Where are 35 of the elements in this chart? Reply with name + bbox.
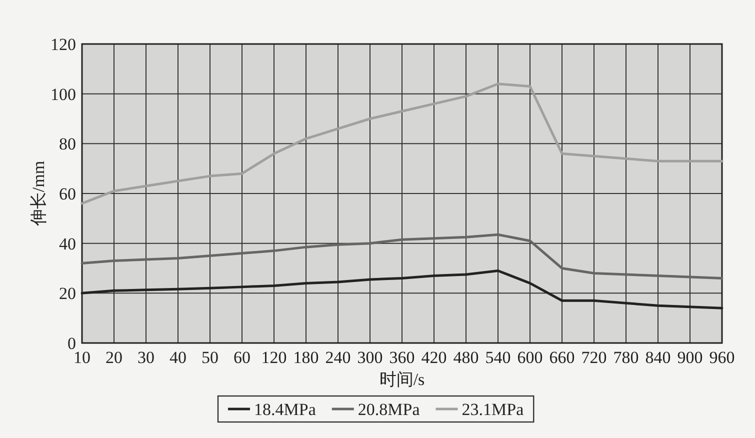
- x-tick-label: 180: [293, 348, 319, 367]
- line-series: [80, 82, 724, 205]
- legend-label: 18.4MPa: [254, 400, 316, 419]
- x-tick-label: 120: [261, 348, 287, 367]
- x-tick-label: 900: [677, 348, 703, 367]
- x-tick-label: 780: [613, 348, 639, 367]
- y-tick-label: 80: [59, 134, 76, 154]
- x-tick-label: 40: [170, 348, 186, 367]
- x-axis-title: 时间/s: [379, 370, 425, 389]
- x-tick-label: 30: [138, 348, 154, 367]
- x-tick-label: 420: [421, 348, 447, 367]
- x-tick-label: 240: [325, 348, 351, 367]
- y-tick-label: 40: [59, 234, 76, 254]
- x-tick-label: 540: [485, 348, 511, 367]
- x-tick-label: 720: [581, 348, 607, 367]
- legend-label: 23.1MPa: [462, 400, 524, 419]
- y-tick-label: 20: [59, 284, 76, 304]
- x-tick-label: 480: [453, 348, 479, 367]
- x-tick-label: 840: [645, 348, 671, 367]
- legend-label: 20.8MPa: [358, 400, 420, 419]
- x-tick-label: 10: [74, 348, 90, 367]
- x-tick-label: 660: [549, 348, 575, 367]
- x-tick-label: 50: [202, 348, 218, 367]
- y-tick-label: 60: [59, 184, 76, 204]
- y-tick-label: 120: [50, 35, 76, 54]
- x-tick-label: 600: [517, 348, 543, 367]
- x-tick-label: 960: [709, 348, 735, 367]
- y-tick-label: 0: [68, 334, 76, 353]
- y-tick-label: 100: [50, 84, 76, 104]
- y-axis-title: 伸长/mm: [29, 160, 48, 228]
- x-tick-label: 300: [357, 348, 383, 367]
- x-tick-label: 360: [389, 348, 415, 367]
- x-tick-label: 20: [106, 348, 122, 367]
- x-tick-label: 60: [234, 348, 250, 367]
- line-series: [80, 233, 724, 280]
